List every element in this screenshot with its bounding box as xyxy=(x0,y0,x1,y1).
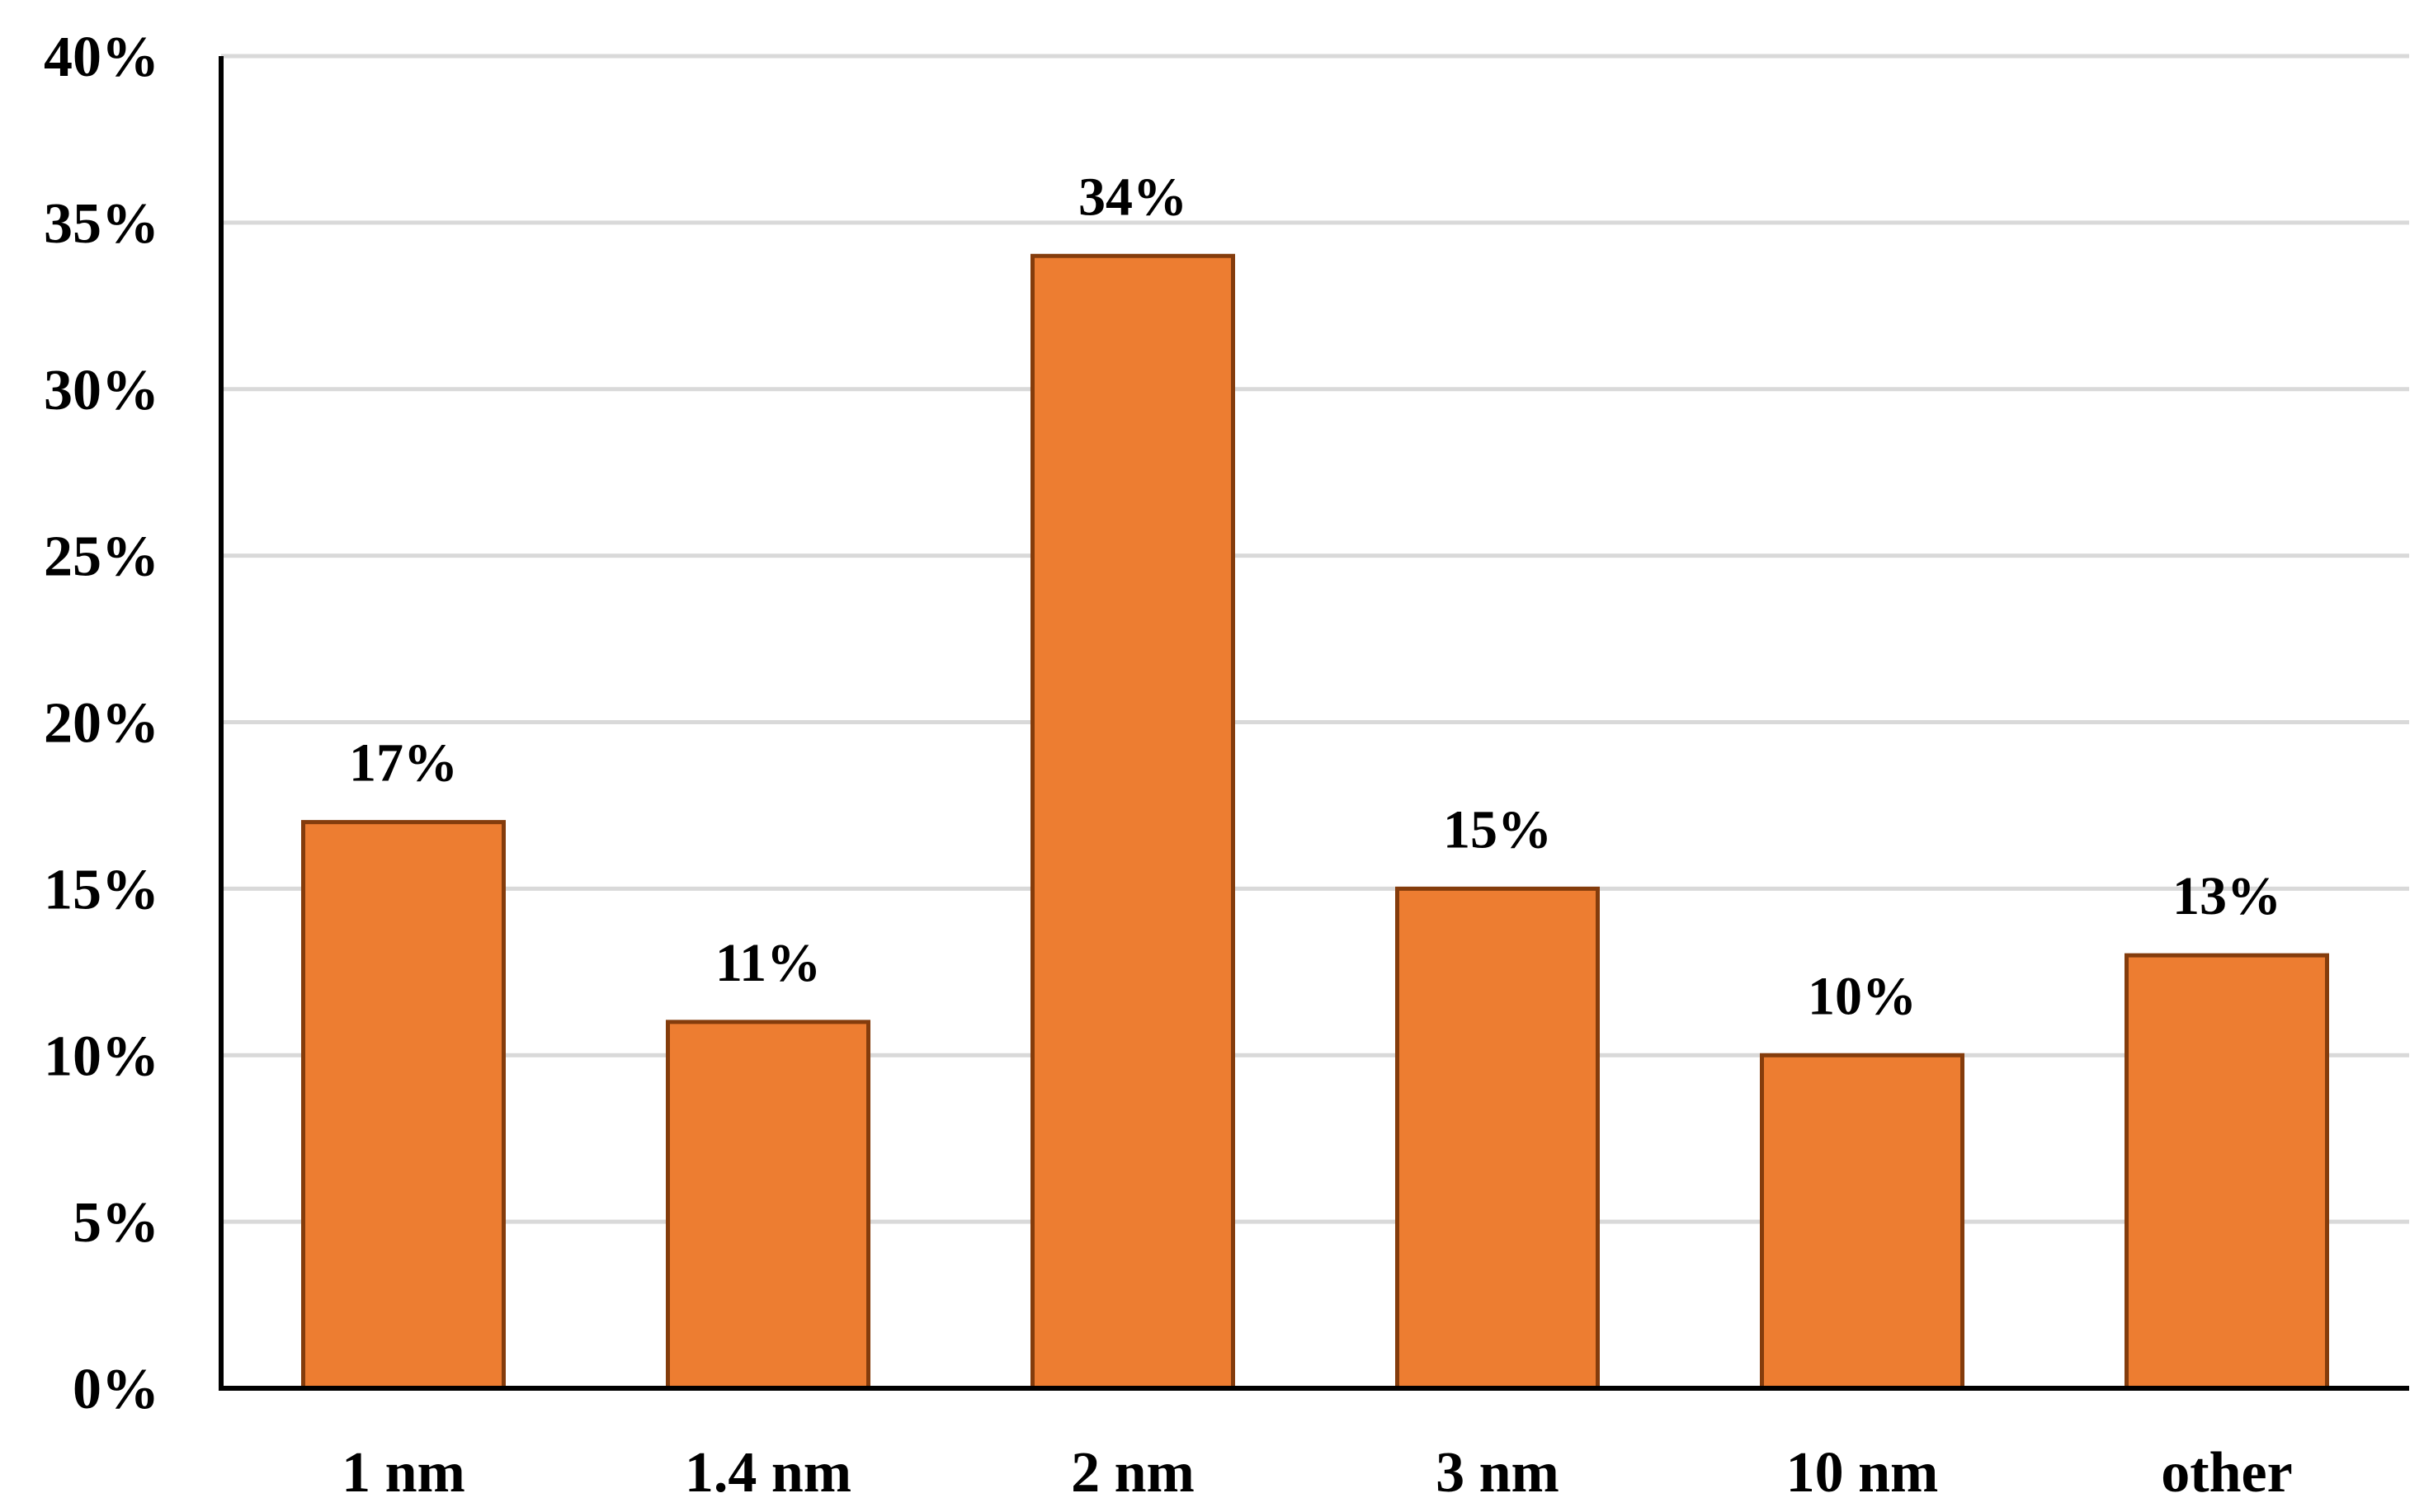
y-tick-label: 40% xyxy=(44,26,159,89)
data-label: 34% xyxy=(1078,167,1187,227)
x-axis-tick-labels: 1 nm 1.4 nm 2 nm 3 nm 10 nm other xyxy=(342,1441,2293,1505)
y-tick-label: 20% xyxy=(44,692,159,756)
y-tick-label: 0% xyxy=(73,1358,159,1421)
data-label: 17% xyxy=(349,733,458,794)
data-label: 15% xyxy=(1443,799,1552,860)
data-label: 10% xyxy=(1808,966,1917,1026)
x-tick-label: 3 nm xyxy=(1436,1441,1559,1505)
x-tick-label: 2 nm xyxy=(1071,1441,1195,1505)
data-label: 13% xyxy=(2172,866,2281,926)
y-tick-label: 30% xyxy=(44,359,159,422)
y-axis-tick-labels: 0% 5% 10% 15% 20% 25% 30% 35% 40% xyxy=(44,26,159,1421)
x-tick-label: 10 nm xyxy=(1786,1441,1939,1505)
x-tick-label: other xyxy=(2161,1441,2292,1505)
y-tick-label: 5% xyxy=(73,1191,159,1255)
bar xyxy=(301,820,506,1391)
data-label: 11% xyxy=(715,933,821,993)
axes xyxy=(219,56,2409,1391)
bar xyxy=(2125,953,2329,1391)
gridlines xyxy=(221,54,2409,1224)
bar xyxy=(1030,253,1235,1391)
bar xyxy=(1760,1053,1964,1391)
x-tick-label: 1 nm xyxy=(342,1441,465,1505)
data-labels: 17% 11% 34% 15% 10% 13% xyxy=(349,167,2281,1026)
bar xyxy=(666,1020,870,1391)
y-tick-label: 15% xyxy=(44,858,159,921)
bars xyxy=(301,253,2329,1391)
x-tick-label: 1.4 nm xyxy=(685,1441,851,1505)
bar xyxy=(1395,886,1600,1391)
y-tick-label: 25% xyxy=(44,525,159,589)
y-tick-label: 35% xyxy=(44,192,159,256)
y-tick-label: 10% xyxy=(44,1024,159,1088)
